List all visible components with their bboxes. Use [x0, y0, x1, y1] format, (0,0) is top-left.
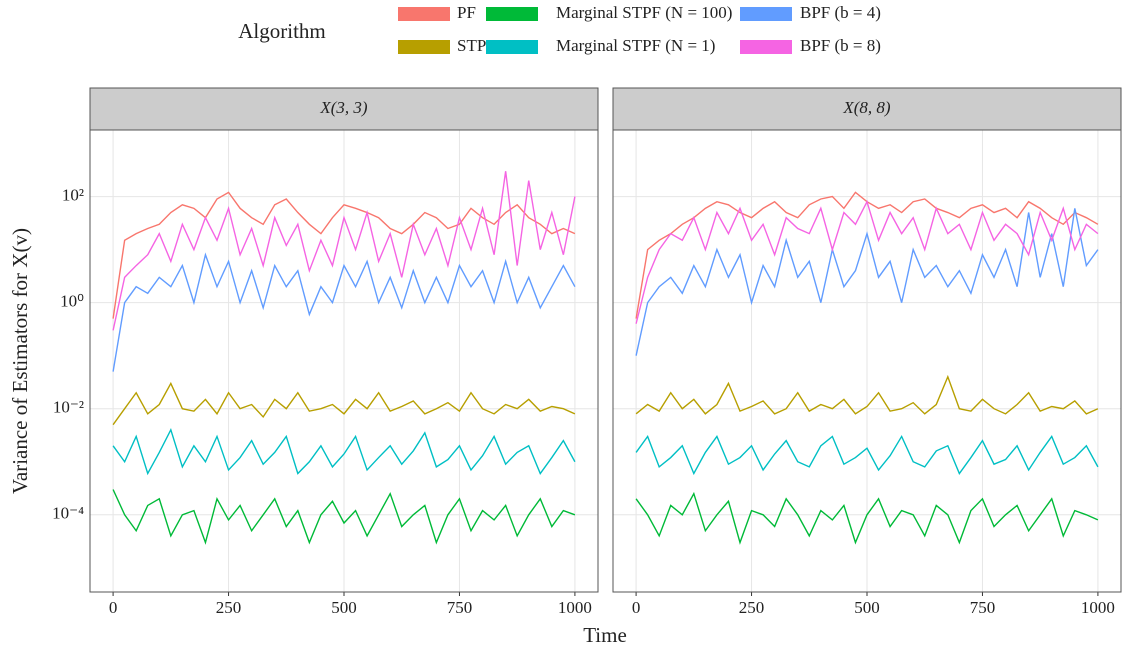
- legend-label: BPF (b = 4): [800, 3, 881, 22]
- series-line: [112, 427, 576, 476]
- legend-label: Marginal STPF (N = 100): [556, 3, 732, 22]
- series-line: [112, 252, 576, 372]
- x-tick-label: 0: [109, 598, 118, 617]
- panel-border: [89, 129, 599, 593]
- legend-key: [486, 40, 538, 54]
- x-tick-label: 1000: [558, 598, 592, 617]
- x-tick-label: 750: [970, 598, 996, 617]
- x-tick-label: 0: [632, 598, 641, 617]
- y-tick-label: 10²: [62, 185, 84, 204]
- series-line: [635, 491, 1099, 545]
- legend-key: [398, 7, 450, 21]
- facet-title: X(3, 3): [319, 98, 368, 117]
- series-line: [635, 374, 1099, 415]
- x-tick-label: 750: [447, 598, 473, 617]
- legend-label: BPF (b = 8): [800, 36, 881, 55]
- y-axis-title: Variance of Estimators for X(v): [8, 228, 32, 494]
- facet-title: X(8, 8): [842, 98, 891, 117]
- series-line: [112, 191, 576, 319]
- legend-label: Marginal STPF (N = 1): [556, 36, 715, 55]
- x-tick-label: 250: [216, 598, 242, 617]
- series-line: [635, 208, 1099, 356]
- panel-border: [612, 129, 1122, 593]
- y-tick-label: 10⁻⁴: [52, 504, 84, 523]
- series-line: [112, 381, 576, 426]
- series-line: [112, 171, 576, 331]
- legend-key: [486, 7, 538, 21]
- facet-strip: [89, 87, 599, 131]
- legend-key: [740, 7, 792, 21]
- x-axis-title: Time: [583, 623, 627, 647]
- legend-key: [740, 40, 792, 54]
- x-tick-label: 1000: [1081, 598, 1115, 617]
- series-line: [635, 434, 1099, 476]
- series-line: [635, 199, 1099, 324]
- legend-label: PF: [457, 3, 476, 22]
- x-tick-label: 500: [854, 598, 880, 617]
- legend-key: [398, 40, 450, 54]
- legend-title: Algorithm: [238, 19, 326, 43]
- y-tick-label: 10⁰: [60, 292, 84, 311]
- facet-strip: [612, 87, 1122, 131]
- y-tick-label: 10⁻²: [53, 398, 84, 417]
- x-tick-label: 500: [331, 598, 357, 617]
- x-tick-label: 250: [739, 598, 765, 617]
- series-line: [112, 489, 576, 545]
